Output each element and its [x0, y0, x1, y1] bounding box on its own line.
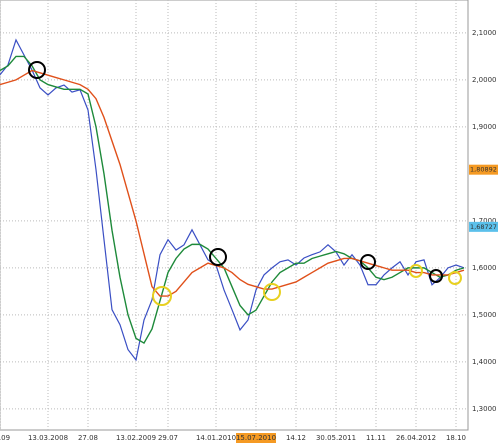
circle [152, 286, 172, 306]
lines [0, 38, 465, 362]
x-tick-label: 18.10 [446, 434, 466, 442]
circle [409, 264, 423, 278]
x-tick-highlight [236, 433, 276, 443]
plot-area [0, 0, 469, 431]
price-marker-label: 1,68727 [470, 223, 497, 231]
x-tick-label: 14.12 [286, 434, 306, 442]
price-marker-label: 1,80892 [470, 166, 497, 174]
series-line [0, 55, 465, 345]
x-tick-label: 14.01.2010 [196, 434, 236, 442]
x-tick-label: 26.09 [0, 434, 10, 442]
y-tick-label: 1,3000 [472, 405, 497, 413]
y-tick-label: 2,1000 [472, 29, 497, 37]
y-tick-label: 1,4000 [472, 358, 497, 366]
annotations [28, 61, 462, 306]
circle [263, 283, 281, 301]
y-tick-label: 1,5000 [472, 311, 497, 319]
price-marker [469, 164, 498, 175]
y-tick-label: 1,7000 [472, 217, 497, 225]
x-tick-label: 29.07 [158, 434, 178, 442]
circle [209, 248, 227, 266]
circle [448, 271, 462, 285]
series-line [0, 69, 465, 297]
x-tick-label: 27.08 [78, 434, 98, 442]
x-tick-label: 11.11 [366, 434, 386, 442]
x-tick-label: 30.05.2011 [316, 434, 356, 442]
circle [360, 254, 376, 270]
x-tick-label: 15.07.2010 [236, 434, 276, 442]
circle [429, 269, 443, 283]
series-line [0, 38, 465, 362]
y-tick-label: 2,0000 [472, 76, 497, 84]
price-marker [469, 221, 498, 232]
x-tick-label: 26.04.2012 [396, 434, 436, 442]
x-tick-label: 13.03.2008 [28, 434, 68, 442]
y-tick-label: 1,6000 [472, 264, 497, 272]
y-tick-label: 1,9000 [472, 123, 497, 131]
x-tick-label: 13.02.2009 [116, 434, 156, 442]
circle [28, 61, 46, 79]
